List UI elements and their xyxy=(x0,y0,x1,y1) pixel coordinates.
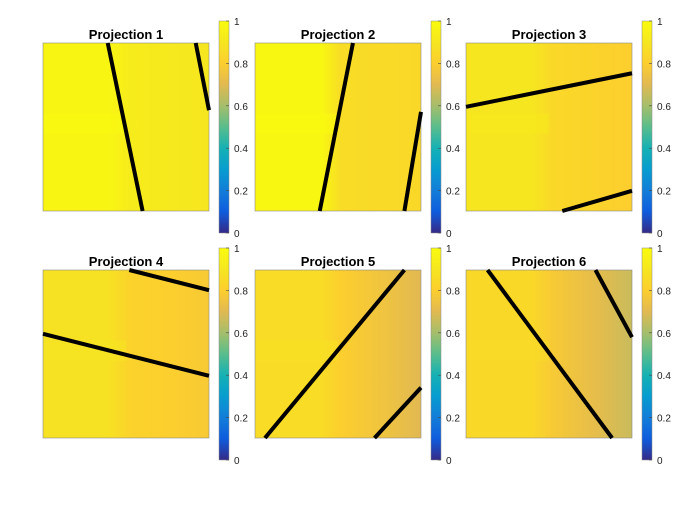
heatmap-strip xyxy=(43,340,126,361)
projection-line-2 xyxy=(593,269,634,339)
heatmap-strip xyxy=(255,340,338,361)
colorbar-tick-label: 0.2 xyxy=(446,187,460,198)
colorbar xyxy=(641,247,653,461)
panel-6: Projection 6 0 0.2 0.4 0.6 0.8 1 xyxy=(465,244,671,467)
panel-4: Projection 4 0 0.2 0.4 0.6 0.8 1 xyxy=(42,244,248,467)
colorbar-tick-label: 0.4 xyxy=(234,371,248,382)
colorbar-tick-label: 0.4 xyxy=(234,144,248,155)
projection-line-2 xyxy=(561,188,633,213)
colorbar-tick-label: 0 xyxy=(446,229,452,240)
panel-title: Projection 6 xyxy=(512,254,586,269)
heatmap-strip xyxy=(466,113,549,134)
colorbar-tick-label: 0.4 xyxy=(657,371,671,382)
axes-box xyxy=(254,269,422,439)
heatmap-strip xyxy=(255,113,338,134)
colorbar-tick-label: 0.8 xyxy=(234,59,248,70)
projection-line-2 xyxy=(193,42,211,111)
projection-line-1 xyxy=(465,71,633,109)
colorbar-tick-label: 0 xyxy=(657,229,663,240)
colorbar-tick-label: 0.6 xyxy=(234,329,248,340)
colorbar xyxy=(218,247,230,461)
projection-line-1 xyxy=(317,42,355,212)
colorbar-tick-label: 0.6 xyxy=(234,102,248,113)
heatmap-strip xyxy=(466,340,549,361)
colorbar xyxy=(218,20,230,234)
colorbar-tick-label: 0.6 xyxy=(657,329,671,340)
colorbar-tick-label: 0.6 xyxy=(446,102,460,113)
projection-line-1 xyxy=(42,331,210,378)
colorbar xyxy=(430,20,442,234)
colorbar-tick-label: 1 xyxy=(657,17,663,28)
panel-title: Projection 3 xyxy=(512,27,586,42)
colorbar-tick-label: 0.8 xyxy=(657,286,671,297)
axes-box xyxy=(465,269,633,439)
colorbar-tick-label: 0 xyxy=(446,456,452,467)
colorbar-tick-label: 0.4 xyxy=(446,371,460,382)
colorbar-tick-label: 0 xyxy=(234,229,240,240)
heatmap-strip xyxy=(43,113,126,134)
panel-title: Projection 1 xyxy=(89,27,163,42)
panel-1: Projection 1 0 0.2 0.4 0.6 0.8 1 xyxy=(42,17,248,240)
colorbar-tick-label: 1 xyxy=(446,244,452,255)
colorbar xyxy=(641,20,653,234)
colorbar-tick-label: 1 xyxy=(234,244,240,255)
colorbar-tick-label: 0.2 xyxy=(446,414,460,425)
colorbar-tick-label: 0.8 xyxy=(657,59,671,70)
projection-line-2 xyxy=(373,386,423,440)
axes-box xyxy=(42,269,210,439)
axes-box xyxy=(254,42,422,212)
colorbar-tick-label: 0.6 xyxy=(446,329,460,340)
axes-box xyxy=(42,42,210,212)
colorbar-tick-label: 0 xyxy=(234,456,240,467)
colorbar-tick-label: 0.2 xyxy=(657,187,671,198)
colorbar-tick-label: 0.2 xyxy=(657,414,671,425)
projection-line-2 xyxy=(402,111,423,212)
colorbar-tick-label: 0.8 xyxy=(446,59,460,70)
colorbar xyxy=(430,247,442,461)
panel-title: Projection 4 xyxy=(89,254,164,269)
colorbar-tick-label: 0.4 xyxy=(657,144,671,155)
colorbar-tick-label: 1 xyxy=(234,17,240,28)
colorbar-tick-label: 0 xyxy=(657,456,663,467)
projection-line-2 xyxy=(128,268,210,293)
axes-box xyxy=(465,42,633,212)
colorbar-tick-label: 0.8 xyxy=(234,286,248,297)
panel-title: Projection 5 xyxy=(301,254,375,269)
panel-title: Projection 2 xyxy=(301,27,375,42)
colorbar-tick-label: 1 xyxy=(446,17,452,28)
colorbar-tick-label: 0.2 xyxy=(234,187,248,198)
colorbar-tick-label: 0.2 xyxy=(234,414,248,425)
colorbar-tick-label: 0.4 xyxy=(446,144,460,155)
panel-5: Projection 5 0 0.2 0.4 0.6 0.8 1 xyxy=(254,244,460,467)
panel-3: Projection 3 0 0.2 0.4 0.6 0.8 1 xyxy=(465,17,671,240)
projection-line-1 xyxy=(263,268,406,440)
panel-2: Projection 2 0 0.2 0.4 0.6 0.8 1 xyxy=(254,17,460,240)
colorbar-tick-label: 1 xyxy=(657,244,663,255)
projection-line-1 xyxy=(485,268,614,440)
projection-line-1 xyxy=(105,42,145,212)
colorbar-tick-label: 0.6 xyxy=(657,102,671,113)
colorbar-tick-label: 0.8 xyxy=(446,286,460,297)
